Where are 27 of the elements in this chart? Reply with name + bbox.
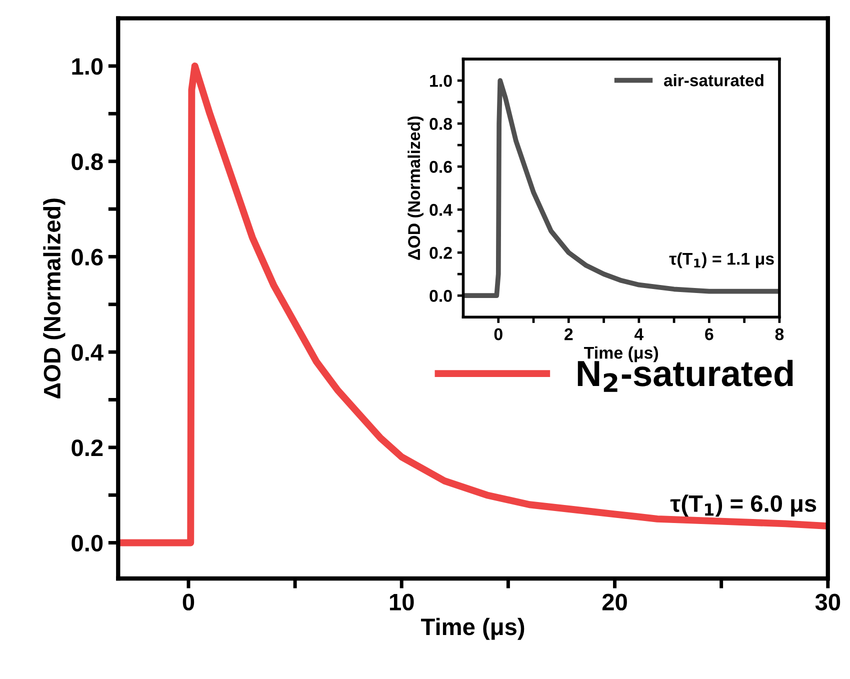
- annotation: τ(T$_{1}$) = 1.1 μs: [669, 252, 774, 268]
- y-tick-label: 0.8: [72, 153, 103, 170]
- y-tick-label: 0.4: [430, 204, 452, 216]
- y-axis-title: ΔOD (Normalized): [43, 198, 66, 398]
- x-tick-label: 2: [564, 328, 573, 340]
- x-tick-label: 8: [775, 328, 784, 340]
- x-tick-label: 30: [815, 594, 840, 610]
- x-tick-label: 0: [494, 328, 502, 340]
- y-axis-title: ΔOD (Normalized): [408, 116, 424, 260]
- y-tick-label: 0.6: [72, 248, 103, 266]
- text: 1.0: [430, 74, 452, 87]
- x-tick-label: 10: [390, 594, 414, 610]
- text: 0.0: [72, 534, 103, 552]
- annotation: τ(T$_{1}$) = 6.0 μs: [670, 494, 816, 517]
- y-tick-label: 0.2: [430, 246, 452, 259]
- x-tick-label: 6: [705, 328, 714, 340]
- y-tick-label: 0.6: [430, 160, 452, 173]
- y-tick-label: 0.2: [72, 439, 103, 456]
- x-axis-title: Time (μs): [421, 618, 524, 640]
- text: 1.0: [72, 58, 103, 75]
- y-tick-label: 0.4: [72, 344, 104, 361]
- legend-label: air-saturated: [664, 74, 764, 86]
- x-tick-label: 20: [602, 594, 627, 610]
- y-tick-label: 0.8: [430, 118, 452, 130]
- text: 0.0: [430, 290, 452, 302]
- x-tick-label: 4: [634, 328, 644, 340]
- x-tick-label: 0: [182, 594, 194, 610]
